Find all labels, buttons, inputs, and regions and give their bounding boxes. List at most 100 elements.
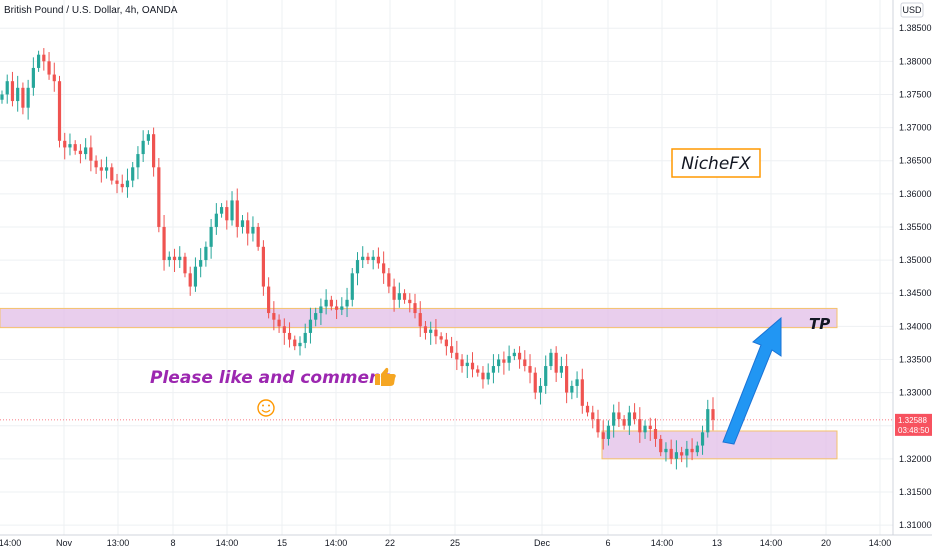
candle-body xyxy=(622,419,626,426)
candle-body xyxy=(16,87,20,102)
y-tick-label: 1.38500 xyxy=(899,23,932,33)
candle-body xyxy=(382,263,386,274)
candle-body xyxy=(376,256,381,264)
candle-body xyxy=(706,409,710,433)
candle-body xyxy=(230,200,234,221)
candle-body xyxy=(110,167,114,181)
candle-body xyxy=(413,303,417,314)
candle-body xyxy=(512,352,516,357)
candle-body xyxy=(617,412,621,420)
candle-body xyxy=(68,144,72,148)
candle-body xyxy=(533,372,537,393)
thumbs-up-icon xyxy=(375,367,396,386)
candles xyxy=(0,48,715,470)
smiley-icon xyxy=(257,399,275,417)
tp-arrow[interactable] xyxy=(722,316,782,445)
candle-body xyxy=(387,273,391,287)
candle-body xyxy=(0,94,4,100)
x-tick-label: 14:00 xyxy=(869,538,892,548)
candle-body xyxy=(131,167,135,181)
candle-body xyxy=(355,260,360,274)
candle-body xyxy=(84,147,88,155)
y-tick-label: 1.31500 xyxy=(899,487,932,497)
nichefx-label-box[interactable]: NicheFX xyxy=(671,148,761,178)
candle-body xyxy=(627,412,631,426)
y-tick-label: 1.37500 xyxy=(899,89,932,99)
candle-body xyxy=(392,286,396,300)
candle-body xyxy=(141,140,145,155)
y-tick-label: 1.36500 xyxy=(899,156,932,166)
x-tick-label: 13 xyxy=(712,538,722,548)
y-tick-label: 1.34500 xyxy=(899,288,932,298)
currency-badge[interactable]: USD xyxy=(900,2,924,18)
candle-body xyxy=(476,369,480,373)
candle-body xyxy=(298,342,302,347)
candle-body xyxy=(308,319,313,333)
x-tick-label: 14:00 xyxy=(216,538,239,548)
tp-zone[interactable] xyxy=(0,307,838,329)
x-tick-label: 25 xyxy=(450,538,460,548)
candle-body xyxy=(350,273,354,300)
candle-body xyxy=(293,339,297,347)
candle-body xyxy=(434,329,438,337)
candle-body xyxy=(575,379,579,386)
candle-body xyxy=(214,213,218,227)
buy-zone[interactable] xyxy=(601,430,838,460)
candle-body xyxy=(470,362,475,370)
candle-body xyxy=(99,167,103,171)
nichefx-text: NicheFX xyxy=(681,154,751,174)
x-tick-label: 8 xyxy=(170,538,175,548)
candle-body xyxy=(685,448,689,456)
candle-body xyxy=(450,346,454,353)
like-comment-text: Please like and comment xyxy=(150,368,390,388)
candle-body xyxy=(444,339,448,347)
candle-body xyxy=(162,226,166,261)
candle-body xyxy=(219,207,224,214)
candle-body xyxy=(397,293,401,300)
candle-body xyxy=(585,405,590,413)
candle-body xyxy=(439,336,443,340)
candle-body xyxy=(235,200,239,227)
candle-body xyxy=(204,246,208,261)
candle-body xyxy=(544,366,548,386)
candle-body xyxy=(115,180,119,184)
candle-body xyxy=(172,256,177,261)
x-axis-ticks[interactable]: 14:00 Nov 13:00 8 14:00 15 14:00 22 25 Dec 6 14:00 1… xyxy=(0,538,891,548)
candle-body xyxy=(120,183,124,188)
candle-body xyxy=(63,140,67,148)
candle-body xyxy=(282,326,286,333)
price-axis[interactable] xyxy=(893,0,932,550)
candle-body xyxy=(57,81,62,141)
candle-body xyxy=(460,359,464,367)
candle-body xyxy=(418,313,422,327)
candle-body xyxy=(664,448,668,453)
candle-body xyxy=(669,448,673,459)
candle-body xyxy=(334,306,339,310)
candle-body xyxy=(73,144,77,151)
candle-body xyxy=(157,167,161,227)
last-price-label: 1.32588 03:48:50 xyxy=(895,413,932,436)
candle-body xyxy=(648,425,652,429)
x-tick-label: Nov xyxy=(56,538,73,548)
candle-body xyxy=(287,332,292,340)
y-tick-label: 1.33500 xyxy=(899,354,932,364)
candle-body xyxy=(549,352,553,367)
candle-body xyxy=(167,256,171,261)
candle-body xyxy=(136,154,140,168)
candle-body xyxy=(643,425,647,433)
candle-body xyxy=(47,61,51,75)
candle-body xyxy=(659,438,663,453)
candle-body xyxy=(486,372,490,380)
candle-body xyxy=(319,306,323,314)
candle-body xyxy=(125,180,130,188)
currency-label: USD xyxy=(902,5,922,15)
candle-body xyxy=(632,412,637,420)
x-tick-label: Dec xyxy=(534,538,551,548)
candle-body xyxy=(251,226,255,234)
candle-body xyxy=(303,332,307,343)
y-tick-label: 1.32000 xyxy=(899,454,932,464)
x-tick-label: 14:00 xyxy=(0,538,21,548)
candle-body xyxy=(146,134,150,141)
candle-body xyxy=(497,359,501,367)
